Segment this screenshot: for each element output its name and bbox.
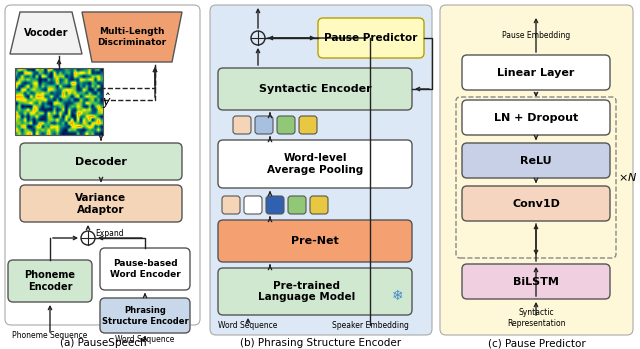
FancyBboxPatch shape — [277, 116, 295, 134]
FancyBboxPatch shape — [5, 5, 200, 325]
Text: Syntactic
Representation: Syntactic Representation — [507, 308, 565, 328]
FancyBboxPatch shape — [462, 143, 610, 178]
Text: BiLSTM: BiLSTM — [513, 277, 559, 287]
Text: Phoneme
Encoder: Phoneme Encoder — [24, 270, 76, 292]
FancyBboxPatch shape — [218, 220, 412, 262]
Text: Pre-Net: Pre-Net — [291, 236, 339, 246]
FancyBboxPatch shape — [218, 140, 412, 188]
Text: Pause-based
Word Encoder: Pause-based Word Encoder — [109, 259, 180, 279]
Text: $\times N$: $\times N$ — [618, 171, 637, 183]
FancyBboxPatch shape — [20, 143, 182, 180]
Text: Variance
Adaptor: Variance Adaptor — [76, 193, 127, 215]
Text: Pause Embedding: Pause Embedding — [502, 30, 570, 39]
FancyBboxPatch shape — [233, 116, 251, 134]
Text: (a) PauseSpeech: (a) PauseSpeech — [60, 338, 147, 348]
FancyBboxPatch shape — [222, 196, 240, 214]
FancyBboxPatch shape — [288, 196, 306, 214]
Text: Word Sequence: Word Sequence — [218, 320, 278, 329]
Text: ReLU: ReLU — [520, 156, 552, 166]
Text: Decoder: Decoder — [75, 157, 127, 167]
FancyBboxPatch shape — [462, 55, 610, 90]
Text: Word Sequence: Word Sequence — [115, 335, 175, 344]
FancyBboxPatch shape — [462, 186, 610, 221]
FancyBboxPatch shape — [299, 116, 317, 134]
Text: ❄: ❄ — [392, 289, 404, 303]
FancyBboxPatch shape — [310, 196, 328, 214]
Text: Conv1D: Conv1D — [512, 199, 560, 209]
Text: (b) Phrasing Structure Encoder: (b) Phrasing Structure Encoder — [241, 338, 401, 348]
FancyBboxPatch shape — [8, 260, 92, 302]
Polygon shape — [10, 12, 82, 54]
Text: Expand: Expand — [96, 229, 124, 238]
Text: LN + Dropout: LN + Dropout — [494, 113, 578, 123]
Text: Vocoder: Vocoder — [24, 28, 68, 38]
FancyBboxPatch shape — [100, 248, 190, 290]
Bar — [15, 68, 103, 135]
Text: Phoneme Sequence: Phoneme Sequence — [12, 331, 88, 340]
FancyBboxPatch shape — [266, 196, 284, 214]
Text: (c) Pause Predictor: (c) Pause Predictor — [488, 338, 586, 348]
FancyBboxPatch shape — [244, 196, 262, 214]
FancyBboxPatch shape — [210, 5, 432, 335]
FancyBboxPatch shape — [218, 68, 412, 110]
Text: Speaker Embedding: Speaker Embedding — [332, 320, 408, 329]
FancyBboxPatch shape — [440, 5, 633, 335]
Text: Linear Layer: Linear Layer — [497, 68, 575, 78]
FancyBboxPatch shape — [255, 116, 273, 134]
Text: Multi-Length
Discriminator: Multi-Length Discriminator — [97, 27, 166, 47]
FancyBboxPatch shape — [318, 18, 424, 58]
FancyBboxPatch shape — [462, 264, 610, 299]
Text: Pre-trained
Language Model: Pre-trained Language Model — [259, 281, 356, 302]
Polygon shape — [82, 12, 182, 62]
Text: $\hat{y}$: $\hat{y}$ — [102, 91, 112, 111]
FancyBboxPatch shape — [20, 185, 182, 222]
FancyBboxPatch shape — [462, 100, 610, 135]
Text: Pause Predictor: Pause Predictor — [324, 33, 418, 43]
Text: Phrasing
Structure Encoder: Phrasing Structure Encoder — [102, 306, 188, 326]
Text: Syntactic Encoder: Syntactic Encoder — [259, 84, 371, 94]
Text: Word-level
Average Pooling: Word-level Average Pooling — [267, 153, 363, 175]
FancyBboxPatch shape — [100, 298, 190, 333]
FancyBboxPatch shape — [218, 268, 412, 315]
